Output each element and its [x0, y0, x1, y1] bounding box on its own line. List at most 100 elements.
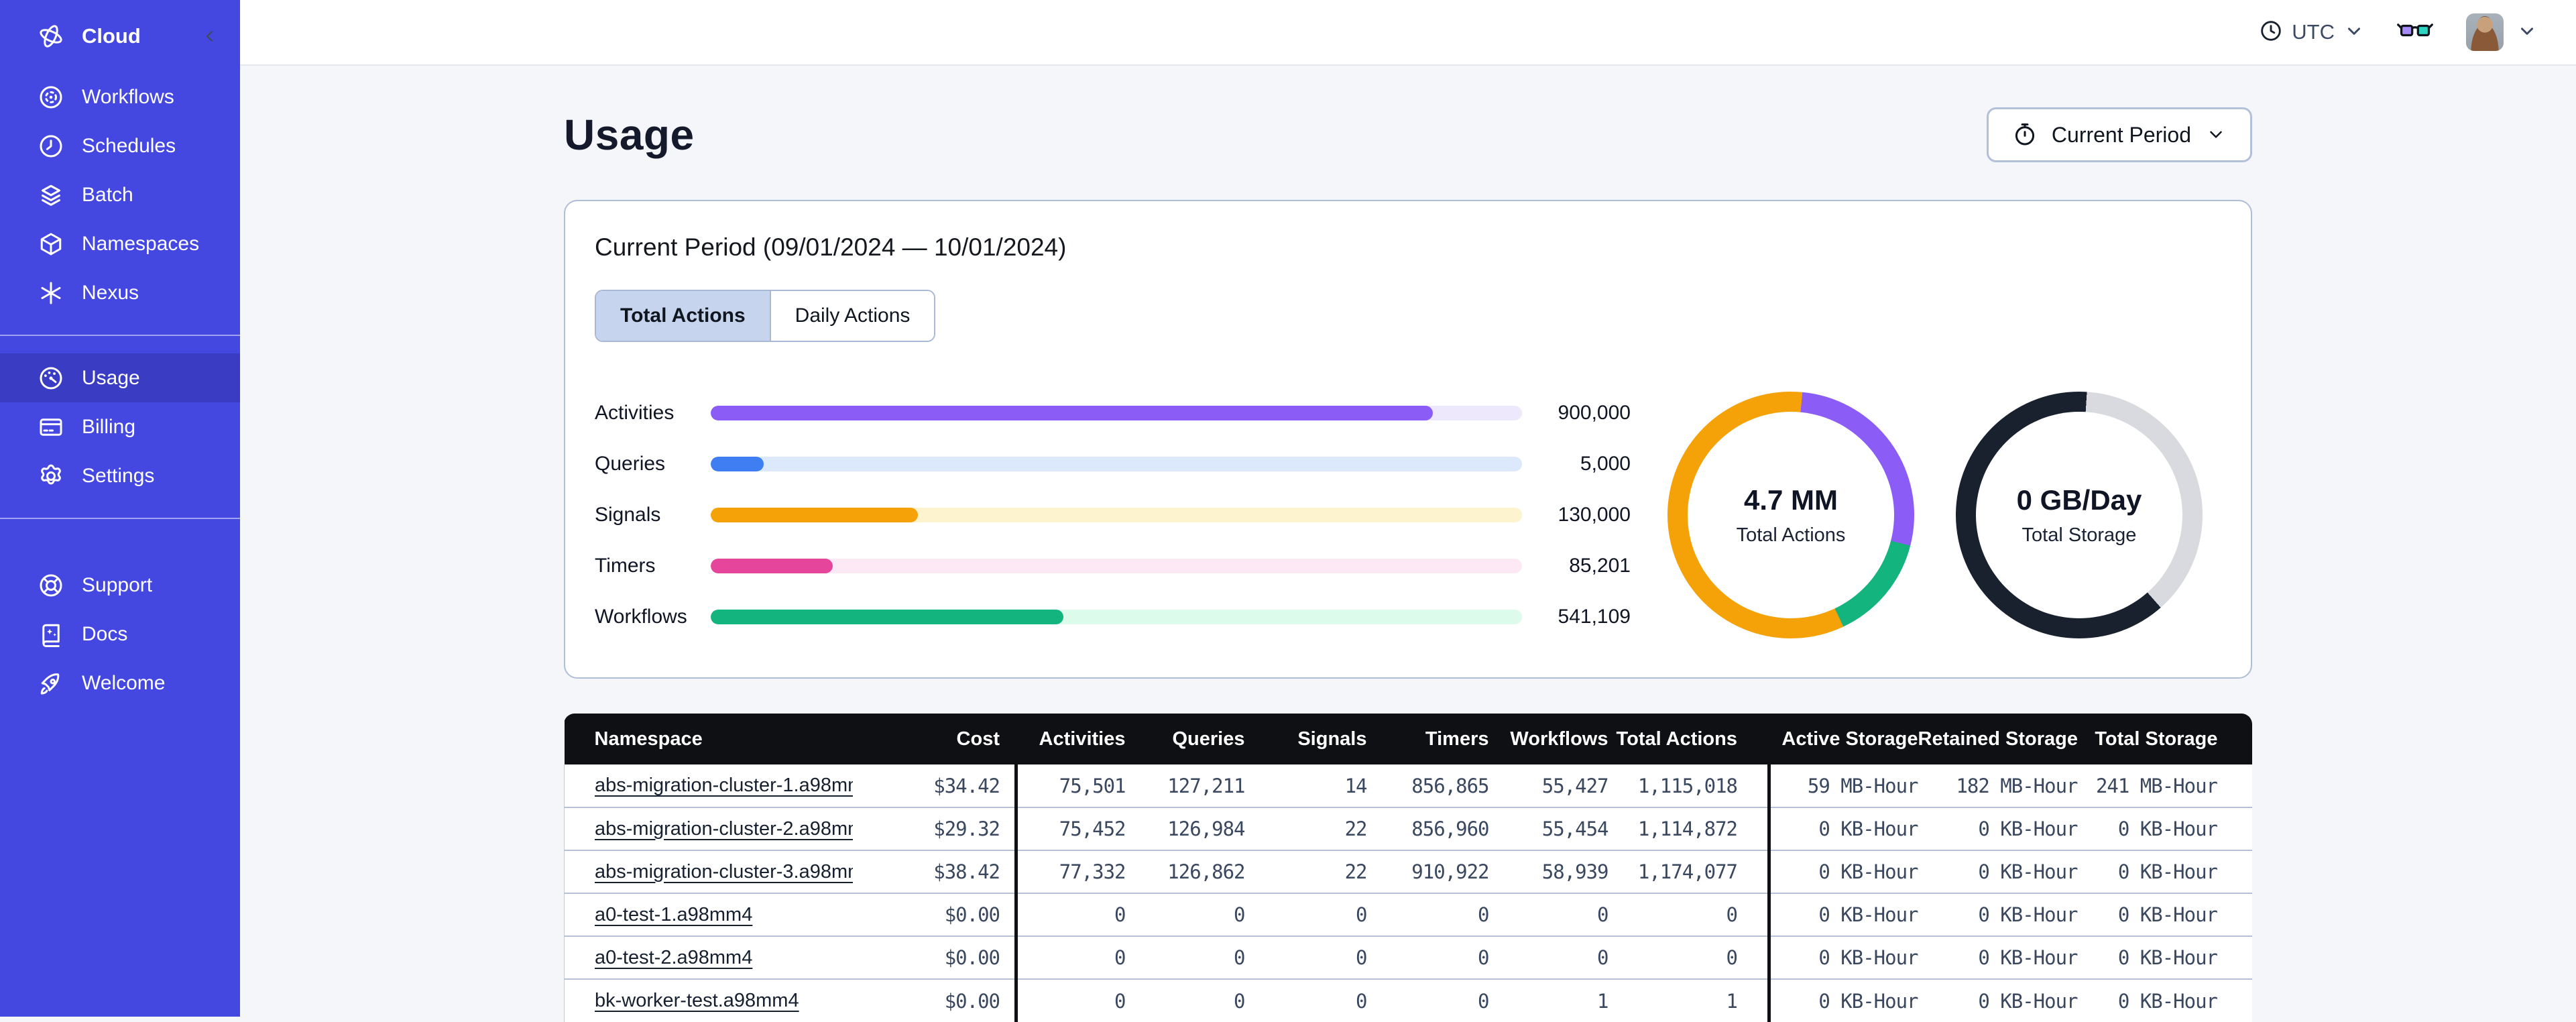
cell-cost: $0.00: [853, 936, 1016, 979]
timezone-selector[interactable]: UTC: [2260, 19, 2364, 46]
topbar: UTC: [240, 0, 2576, 66]
donut-value: 4.7 MM: [1737, 484, 1846, 516]
cell-total_actions: 0: [1608, 893, 1769, 936]
cell-retained_storage: 0 KB-Hour: [1918, 936, 2078, 979]
cell-timers: 0: [1367, 893, 1489, 936]
cell-workflows: 58,939: [1489, 850, 1608, 893]
sidebar-item-settings[interactable]: Settings: [0, 451, 240, 500]
column-header-active_storage: Active Storage: [1769, 714, 1918, 764]
sidebar-divider: [0, 518, 240, 519]
avatar[interactable]: [2466, 13, 2504, 51]
bar-value: 5,000: [1522, 453, 1631, 475]
column-header-cost: Cost: [853, 714, 1016, 764]
sidebar-item-docs[interactable]: Docs: [0, 610, 240, 659]
chevron-down-icon: [2344, 21, 2364, 44]
cell-timers: 856,865: [1367, 764, 1489, 807]
bar-label: Queries: [595, 453, 711, 475]
clock-icon: [2260, 19, 2282, 46]
period-selector-button[interactable]: Current Period: [1987, 107, 2252, 162]
cell-namespace: a0-test-2.a98mm4: [565, 936, 853, 979]
chevron-down-icon: [2517, 21, 2537, 44]
sidebar-item-batch[interactable]: Batch: [0, 170, 240, 219]
cell-signals: 0: [1245, 893, 1367, 936]
sidebar-item-namespaces[interactable]: Namespaces: [0, 219, 240, 268]
cell-workflows: 1: [1489, 979, 1608, 1022]
cell-total_storage: 0 KB-Hour: [2078, 936, 2253, 979]
feedback-glasses-button[interactable]: [2396, 21, 2434, 44]
cell-total_actions: 1: [1608, 979, 1769, 1022]
main-content: Usage Current Period Current Period (09/…: [240, 66, 2576, 1022]
bar-track: [711, 406, 1522, 420]
sidebar-item-billing[interactable]: Billing: [0, 402, 240, 451]
cell-signals: 0: [1245, 979, 1367, 1022]
sidebar-nav-primary: Workflows Schedules Batch Namespaces Nexus: [0, 72, 240, 317]
card-title: Current Period (09/01/2024 — 10/01/2024): [595, 233, 2221, 262]
cell-active_storage: 0 KB-Hour: [1769, 893, 1918, 936]
namespace-link[interactable]: abs-migration-cluster-1.a98mm4: [595, 775, 853, 796]
cell-signals: 22: [1245, 850, 1367, 893]
cell-active_storage: 0 KB-Hour: [1769, 936, 1918, 979]
sidebar-divider: [0, 335, 240, 336]
cell-queries: 0: [1126, 893, 1245, 936]
sidebar-item-label: Welcome: [82, 672, 165, 695]
period-selector-label: Current Period: [2052, 123, 2191, 148]
sidebar-item-workflows[interactable]: Workflows: [0, 72, 240, 121]
bar-label: Workflows: [595, 606, 711, 628]
cell-cost: $38.42: [853, 850, 1016, 893]
docs-icon: [38, 621, 64, 648]
current-period-card: Current Period (09/01/2024 — 10/01/2024)…: [564, 200, 2252, 679]
cell-cost: $34.42: [853, 764, 1016, 807]
bar-fill: [711, 508, 918, 522]
user-menu[interactable]: [2466, 13, 2537, 51]
cell-signals: 14: [1245, 764, 1367, 807]
cell-total_storage: 241 MB-Hour: [2078, 764, 2253, 807]
donut-label: Total Actions: [1737, 524, 1846, 547]
cell-activities: 75,501: [1016, 764, 1126, 807]
cell-queries: 126,862: [1126, 850, 1245, 893]
cell-total_storage: 0 KB-Hour: [2078, 850, 2253, 893]
sidebar-collapse-button[interactable]: [200, 26, 220, 46]
sidebar-item-support[interactable]: Support: [0, 561, 240, 610]
cell-namespace: abs-migration-cluster-2.a98mm4: [565, 807, 853, 850]
cell-cost: $0.00: [853, 893, 1016, 936]
cell-retained_storage: 0 KB-Hour: [1918, 807, 2078, 850]
namespace-link[interactable]: abs-migration-cluster-3.a98mm4: [595, 861, 853, 883]
cell-signals: 0: [1245, 936, 1367, 979]
sidebar-nav-footer: Support Docs Welcome: [0, 561, 240, 707]
cell-active_storage: 0 KB-Hour: [1769, 979, 1918, 1022]
settings-icon: [38, 463, 64, 490]
sidebar-item-label: Batch: [82, 184, 133, 207]
namespace-link[interactable]: bk-worker-test.a98mm4: [595, 990, 799, 1011]
sidebar-item-usage[interactable]: Usage: [0, 353, 240, 402]
namespace-link[interactable]: a0-test-2.a98mm4: [595, 947, 752, 968]
sidebar-item-label: Support: [82, 574, 152, 597]
cell-activities: 77,332: [1016, 850, 1126, 893]
timezone-label: UTC: [2292, 20, 2335, 44]
sidebar-item-welcome[interactable]: Welcome: [0, 659, 240, 707]
tab-daily-actions[interactable]: Daily Actions: [770, 291, 935, 341]
bar-fill: [711, 457, 764, 471]
sidebar-item-nexus[interactable]: Nexus: [0, 268, 240, 317]
sidebar-item-label: Schedules: [82, 135, 176, 158]
cell-active_storage: 0 KB-Hour: [1769, 850, 1918, 893]
donut-label: Total Storage: [2017, 524, 2142, 547]
bar-fill: [711, 406, 1433, 420]
sidebar-item-schedules[interactable]: Schedules: [0, 121, 240, 170]
namespace-link[interactable]: a0-test-1.a98mm4: [595, 904, 752, 925]
sidebar-item-label: Nexus: [82, 282, 139, 304]
column-header-signals: Signals: [1245, 714, 1367, 764]
donut-total-actions: 4.7 MM Total Actions: [1667, 392, 1914, 638]
cell-queries: 126,984: [1126, 807, 1245, 850]
usage-icon: [38, 365, 64, 392]
namespace-link[interactable]: abs-migration-cluster-2.a98mm4: [595, 818, 853, 840]
namespaces-icon: [38, 231, 64, 258]
tab-total-actions[interactable]: Total Actions: [596, 291, 770, 341]
batch-icon: [38, 182, 64, 209]
cell-cost: $29.32: [853, 807, 1016, 850]
